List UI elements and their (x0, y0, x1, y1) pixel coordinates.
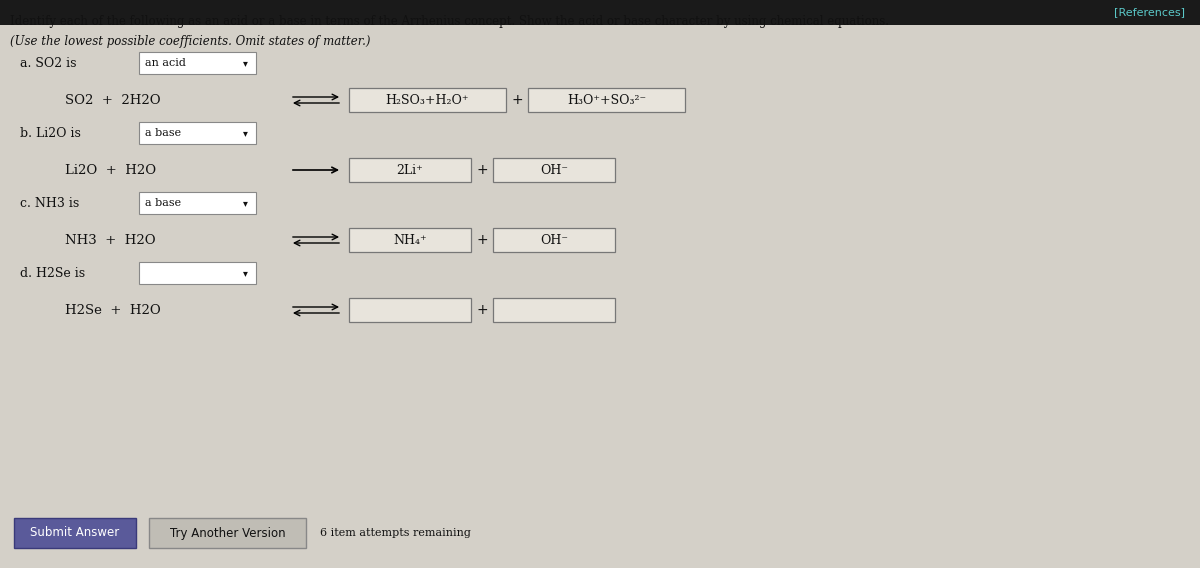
Text: a. SO2 is: a. SO2 is (20, 56, 77, 69)
Text: ▾: ▾ (242, 58, 248, 68)
Text: (Use the lowest possible coefficients. Omit states of matter.): (Use the lowest possible coefficients. O… (10, 35, 371, 48)
Text: +: + (476, 303, 488, 317)
Text: ▾: ▾ (242, 128, 248, 138)
Text: NH3  +  H2O: NH3 + H2O (65, 233, 156, 247)
Text: b. Li2O is: b. Li2O is (20, 127, 80, 140)
FancyBboxPatch shape (139, 192, 256, 214)
Text: H₃O⁺+SO₃²⁻: H₃O⁺+SO₃²⁻ (566, 94, 646, 107)
Text: +: + (511, 93, 523, 107)
FancyBboxPatch shape (528, 88, 685, 112)
Text: ▾: ▾ (242, 198, 248, 208)
Text: +: + (476, 233, 488, 247)
Text: Try Another Version: Try Another Version (169, 527, 286, 540)
FancyBboxPatch shape (493, 298, 616, 322)
Text: d. H2Se is: d. H2Se is (20, 266, 85, 279)
Text: [References]: [References] (1114, 7, 1186, 18)
FancyBboxPatch shape (493, 228, 616, 252)
Text: a base: a base (145, 198, 181, 208)
FancyBboxPatch shape (14, 518, 136, 548)
Text: Submit Answer: Submit Answer (30, 527, 120, 540)
Text: OH⁻: OH⁻ (540, 164, 568, 177)
FancyBboxPatch shape (349, 158, 470, 182)
Text: a base: a base (145, 128, 181, 138)
Text: NH₄⁺: NH₄⁺ (394, 233, 427, 247)
Text: c. NH3 is: c. NH3 is (20, 197, 79, 210)
FancyBboxPatch shape (139, 262, 256, 284)
Text: 6 item attempts remaining: 6 item attempts remaining (320, 528, 470, 538)
FancyBboxPatch shape (349, 88, 506, 112)
Text: ▾: ▾ (242, 268, 248, 278)
FancyBboxPatch shape (493, 158, 616, 182)
Text: 2Li⁺: 2Li⁺ (397, 164, 424, 177)
FancyBboxPatch shape (139, 122, 256, 144)
Text: +: + (476, 163, 488, 177)
Text: Li2O  +  H2O: Li2O + H2O (65, 164, 156, 177)
Text: OH⁻: OH⁻ (540, 233, 568, 247)
FancyBboxPatch shape (139, 52, 256, 74)
Text: H₂SO₃+H₂O⁺: H₂SO₃+H₂O⁺ (385, 94, 469, 107)
FancyBboxPatch shape (349, 298, 470, 322)
Text: SO2  +  2H2O: SO2 + 2H2O (65, 94, 161, 107)
FancyBboxPatch shape (349, 228, 470, 252)
Text: H2Se  +  H2O: H2Se + H2O (65, 303, 161, 316)
FancyBboxPatch shape (149, 518, 306, 548)
FancyBboxPatch shape (0, 0, 1200, 25)
Text: an acid: an acid (145, 58, 186, 68)
Text: Identify each of the following as an acid or a base in terms of the Arrhenius co: Identify each of the following as an aci… (10, 15, 889, 28)
